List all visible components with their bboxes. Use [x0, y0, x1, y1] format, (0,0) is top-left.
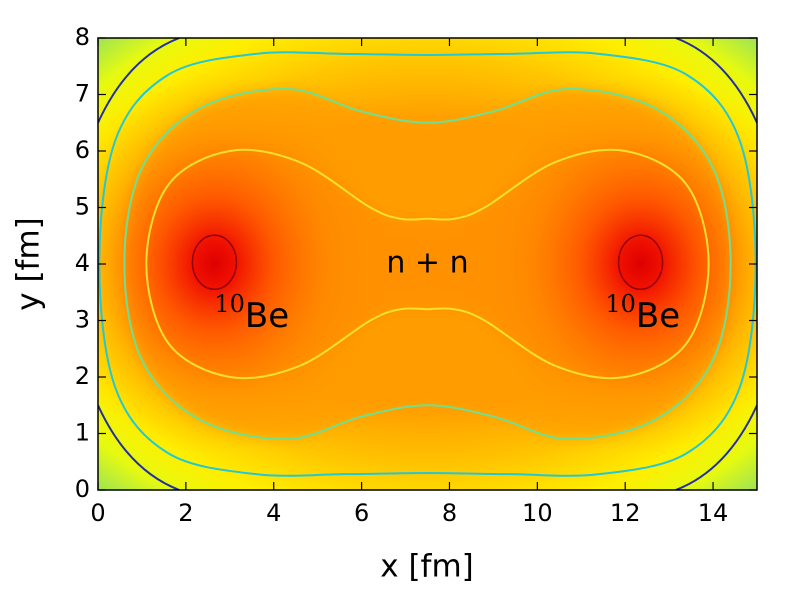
- y-tick-label: 3: [75, 306, 90, 334]
- contour-line: [675, 404, 757, 490]
- y-tick-label: 1: [75, 419, 90, 447]
- annotation-superscript: 10: [214, 290, 245, 318]
- y-tick-label: 7: [75, 80, 90, 108]
- contour-line: [123, 87, 732, 441]
- contour-line: [191, 234, 238, 291]
- annotation: 10Be: [214, 290, 289, 336]
- contour-line: [98, 38, 180, 124]
- y-axis-label: y [fm]: [11, 217, 47, 311]
- field-peak: [98, 74, 385, 454]
- y-tick-label: 2: [75, 362, 90, 390]
- x-tick-label: 4: [266, 499, 281, 527]
- annotation: n + n: [386, 246, 468, 281]
- annotation-superscript: 10: [605, 290, 636, 318]
- x-tick-label: 10: [522, 499, 553, 527]
- annotation: 10Be: [605, 290, 680, 336]
- x-tick-label: 8: [442, 499, 457, 527]
- y-tick-label: 0: [75, 475, 90, 503]
- x-tick-label: 2: [178, 499, 193, 527]
- contour-line: [98, 404, 180, 490]
- y-tick-label: 8: [75, 23, 90, 51]
- annotation-text: Be: [636, 296, 680, 336]
- x-tick-label: 0: [90, 499, 105, 527]
- x-axis-label: x [fm]: [380, 549, 474, 585]
- x-tick-label: 14: [698, 499, 729, 527]
- x-tick-label: 12: [610, 499, 641, 527]
- annotation-text: Be: [245, 296, 289, 336]
- x-tick-label: 6: [354, 499, 369, 527]
- y-tick-label: 6: [75, 136, 90, 164]
- contour-line: [145, 148, 710, 380]
- y-tick-label: 5: [75, 193, 90, 221]
- y-tick-label: 4: [75, 249, 90, 277]
- contour-line: [617, 234, 664, 291]
- plot-area: [98, 38, 757, 490]
- contour-line: [675, 38, 757, 124]
